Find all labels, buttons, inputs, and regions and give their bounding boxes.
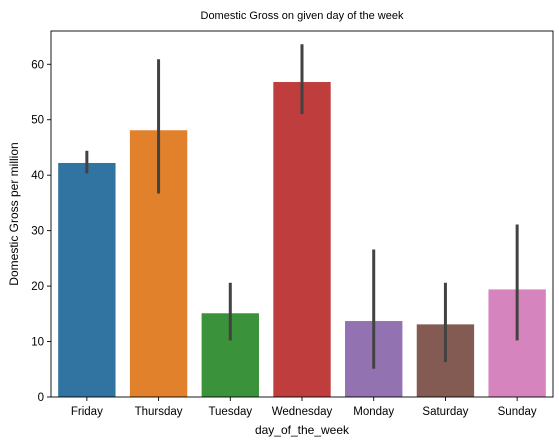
error-bars-group	[85, 44, 519, 369]
y-tick-label: 40	[31, 170, 44, 182]
x-tick-label-monday: Monday	[353, 406, 394, 418]
y-tick-label: 0	[38, 392, 44, 404]
x-tick-label-tuesday: Tuesday	[208, 406, 252, 418]
x-axis-ticks: Friday Thursday Tuesday Wednesday Monday Satu…	[71, 397, 537, 418]
x-tick-label-friday: Friday	[71, 406, 103, 418]
bar-friday	[58, 162, 116, 397]
y-tick-label: 30	[31, 226, 44, 238]
bar-wednesday	[273, 82, 331, 397]
x-tick-label-wednesday: Wednesday	[272, 406, 333, 418]
chart-title: Domestic Gross on given day of the week	[201, 10, 404, 22]
x-tick-label-saturday: Saturday	[422, 406, 468, 418]
y-axis-ticks: 0 10 20 30 40 50 60	[31, 59, 51, 404]
y-axis-label: Domestic Gross per million	[7, 142, 21, 285]
bars-group	[58, 82, 546, 397]
y-tick-label: 20	[31, 281, 44, 293]
y-tick-label: 10	[31, 337, 44, 349]
x-axis-label: day_of_the_week	[255, 423, 350, 437]
y-tick-label: 50	[31, 115, 44, 127]
y-tick-label: 60	[31, 59, 44, 71]
x-tick-label-thursday: Thursday	[135, 406, 183, 418]
x-tick-label-sunday: Sunday	[498, 406, 537, 418]
